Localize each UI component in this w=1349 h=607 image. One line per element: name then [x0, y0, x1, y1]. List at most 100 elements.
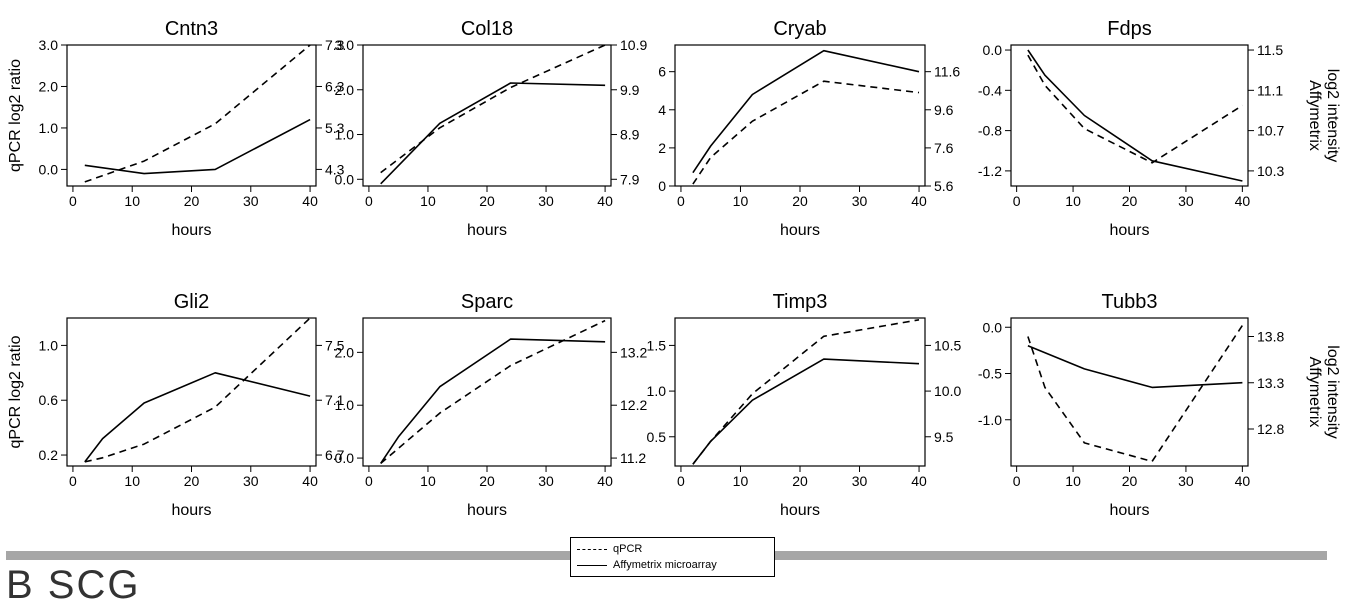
y2-tick-label: 10.9: [620, 37, 647, 53]
y-tick-label: 1.0: [39, 337, 59, 353]
y2-tick-label: 13.8: [1257, 329, 1284, 345]
x-tick-label: 0: [69, 193, 77, 209]
chart-title: Cryab: [773, 18, 826, 40]
series-line-affymetrix: [84, 371, 311, 463]
x-tick-label: 20: [479, 473, 495, 489]
series-line-affymetrix: [84, 118, 311, 175]
y2-tick-label: 7.3: [325, 37, 345, 53]
x-tick-label: 20: [792, 473, 808, 489]
y2-tick-label: 7.5: [325, 337, 345, 353]
legend-solid-swatch: [577, 564, 607, 566]
x-tick-label: 40: [302, 473, 318, 489]
x-tick-label: 10: [124, 193, 140, 209]
series-line-affymetrix: [692, 358, 920, 465]
x-tick-label: 30: [243, 193, 259, 209]
series-line-affymetrix: [380, 338, 606, 464]
y-tick-label: 0.0: [335, 171, 355, 187]
y-tick-label: 2: [658, 140, 666, 156]
x-axis-label: hours: [1109, 222, 1149, 239]
chart-title: Cntn3: [165, 18, 218, 40]
y2-axis-label: log2 intensity: [1324, 345, 1341, 438]
y-axis-label: qPCR log2 ratio: [7, 335, 24, 448]
chart-title: Fdps: [1107, 18, 1151, 40]
x-tick-label: 10: [420, 193, 436, 209]
chart-panel-cntn3: Cntn3 0 10 20 30 40 hours 0.0 1.0 2.0 3.0 4.3 5.3 6.3…: [7, 18, 345, 239]
y-tick-label: 1.0: [647, 383, 667, 399]
chart-title: Sparc: [461, 291, 513, 313]
y-tick-label: 2.0: [335, 344, 355, 360]
series-line-affymetrix: [1027, 345, 1243, 389]
x-tick-label: 30: [1178, 193, 1194, 209]
y-tick-label: 0: [658, 178, 666, 194]
y-tick-label: 4: [658, 102, 666, 118]
y-tick-label: -0.5: [978, 366, 1002, 382]
legend-label-affymetrix: Affymetrix microarray: [613, 559, 717, 571]
y2-tick-label: 11.2: [620, 450, 646, 466]
y2-tick-label: 6.7: [325, 447, 345, 463]
plot-frame: [66, 44, 317, 187]
y2-tick-label: 10.3: [1257, 163, 1284, 179]
plot-frame: [66, 317, 317, 467]
y-tick-label: 1.5: [647, 337, 667, 353]
x-tick-label: 30: [852, 193, 868, 209]
chart-panel-cryab: Cryab 0 10 20 30 40 hours 0 2 4 6 5.6 7.6 9.6 11.6: [658, 18, 960, 239]
x-tick-label: 40: [597, 473, 613, 489]
plot-frame: [1010, 317, 1249, 467]
x-axis-label: hours: [467, 222, 507, 239]
x-tick-label: 30: [1178, 473, 1194, 489]
y2-tick-label: 13.2: [620, 344, 647, 360]
section-label: B SCG: [6, 563, 141, 607]
y-tick-label: 0.0: [983, 42, 1003, 58]
y2-tick-label: 11.6: [934, 64, 960, 80]
x-tick-label: 0: [677, 193, 685, 209]
series-line-qpcr: [84, 317, 311, 463]
y2-tick-label: 7.1: [325, 392, 345, 408]
plot-frame: [674, 317, 926, 467]
y-tick-label: -0.8: [978, 123, 1002, 139]
x-axis-label: hours: [171, 222, 211, 239]
x-tick-label: 10: [124, 473, 140, 489]
y-tick-label: 2.0: [39, 78, 59, 94]
x-tick-label: 0: [365, 473, 373, 489]
y-tick-label: 6: [658, 64, 666, 80]
series-line-qpcr: [1027, 324, 1244, 463]
x-tick-label: 20: [1122, 193, 1138, 209]
y2-tick-label: 12.2: [620, 397, 647, 413]
x-axis-label: hours: [171, 502, 211, 519]
y2-tick-label: 13.3: [1257, 375, 1284, 391]
y2-tick-label: 10.0: [934, 383, 961, 399]
series-line-qpcr: [380, 319, 606, 465]
x-tick-label: 40: [1235, 473, 1251, 489]
y2-tick-label: 9.6: [934, 102, 954, 118]
y2-tick-label: 5.6: [934, 178, 954, 194]
y-tick-label: 1.0: [335, 397, 355, 413]
x-tick-label: 30: [538, 473, 554, 489]
x-tick-label: 30: [538, 193, 554, 209]
x-tick-label: 40: [1235, 193, 1251, 209]
series-line-qpcr: [1027, 54, 1243, 164]
x-tick-label: 0: [1013, 193, 1021, 209]
x-tick-label: 0: [69, 473, 77, 489]
y2-tick-label: 10.7: [1257, 123, 1284, 139]
x-tick-label: 40: [911, 193, 927, 209]
x-tick-label: 0: [1013, 473, 1021, 489]
series-line-qpcr: [692, 80, 920, 185]
x-axis-label: hours: [1109, 502, 1149, 519]
x-tick-label: 10: [420, 473, 436, 489]
y2-axis-label: log2 intensity: [1324, 69, 1341, 162]
x-tick-label: 40: [597, 193, 613, 209]
y-tick-label: -1.0: [978, 412, 1002, 428]
series-line-affymetrix: [380, 82, 606, 185]
chart-title: Timp3: [773, 291, 828, 313]
chart-title: Tubb3: [1102, 291, 1158, 313]
x-tick-label: 10: [733, 473, 749, 489]
y2-axis-label: Affymetrix: [1306, 80, 1323, 151]
series-line-qpcr: [380, 44, 606, 174]
y-tick-label: -0.4: [978, 82, 1002, 98]
y2-tick-label: 5.3: [325, 120, 345, 136]
series-line-affymetrix: [1027, 49, 1243, 182]
y-axis-label: qPCR log2 ratio: [7, 59, 24, 172]
chart-title: Gli2: [174, 291, 210, 313]
y-tick-label: 0.6: [39, 392, 59, 408]
